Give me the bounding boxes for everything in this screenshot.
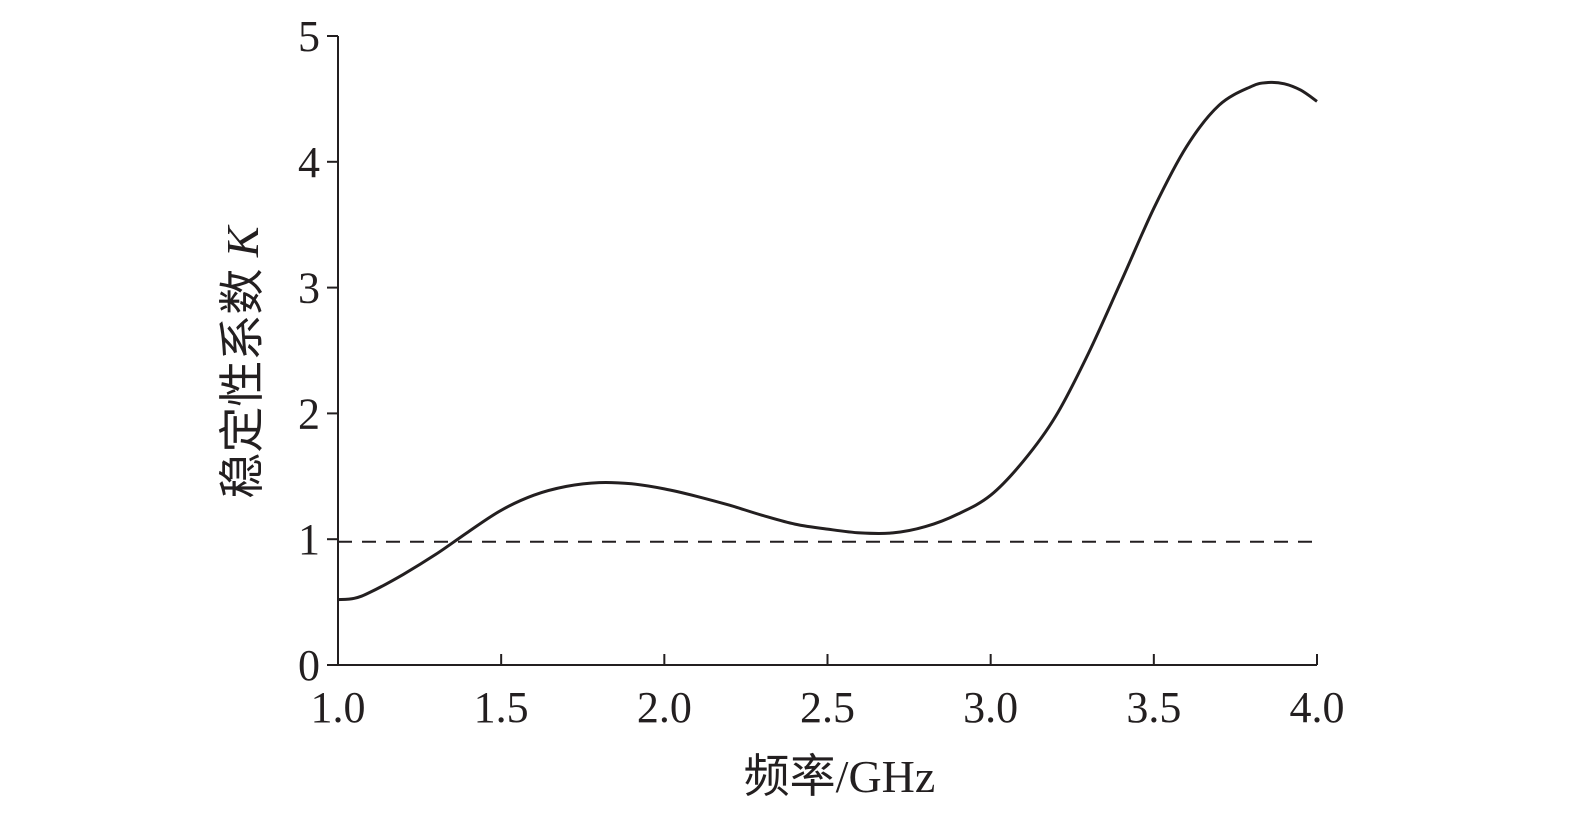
x-tick-label: 3.5 — [1126, 683, 1181, 732]
y-axis-label-text: 稳定性系数 — [217, 257, 268, 499]
x-tick-label: 1.5 — [474, 683, 529, 732]
series-layer — [337, 80, 1318, 602]
y-tick-label: 0 — [298, 641, 320, 690]
x-tick-label: 2.0 — [637, 683, 692, 732]
y-tick-label: 1 — [298, 515, 320, 564]
x-tick-label: 1.0 — [311, 683, 366, 732]
y-tick-label: 5 — [298, 12, 320, 61]
x-tick-label: 4.0 — [1290, 683, 1345, 732]
y-axis-label: 稳定性系数 K — [217, 224, 268, 499]
x-tick-label: 3.0 — [963, 683, 1018, 732]
y-tick-label: 3 — [298, 264, 320, 313]
y-axis-label-symbol: K — [217, 224, 268, 258]
x-axis-ticks: 1.0 1.5 2.0 2.5 3.0 3.5 4.0 — [311, 654, 1345, 732]
y-tick-label: 2 — [298, 389, 320, 438]
y-axis-ticks: 0 1 2 3 4 5 — [298, 12, 338, 690]
series-line-k — [337, 80, 1318, 602]
x-axis-label: 频率/GHz — [744, 751, 936, 802]
y-tick-label: 4 — [298, 138, 320, 187]
x-tick-label: 2.5 — [800, 683, 855, 732]
